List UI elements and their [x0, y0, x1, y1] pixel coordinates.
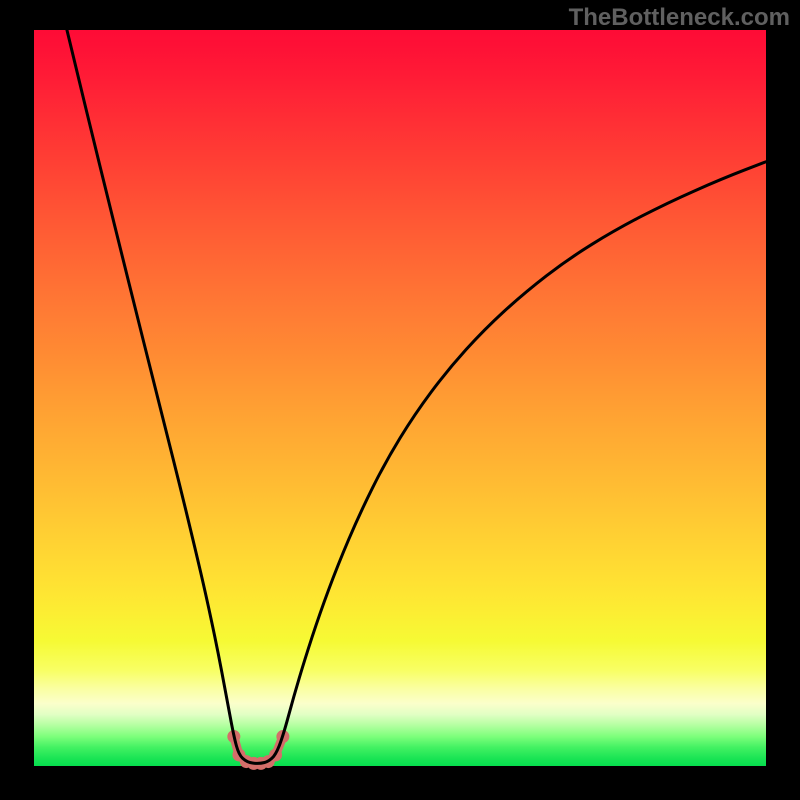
chart-gradient-area [34, 30, 766, 766]
bottleneck-chart [0, 0, 800, 800]
watermark-text: TheBottleneck.com [569, 4, 790, 32]
